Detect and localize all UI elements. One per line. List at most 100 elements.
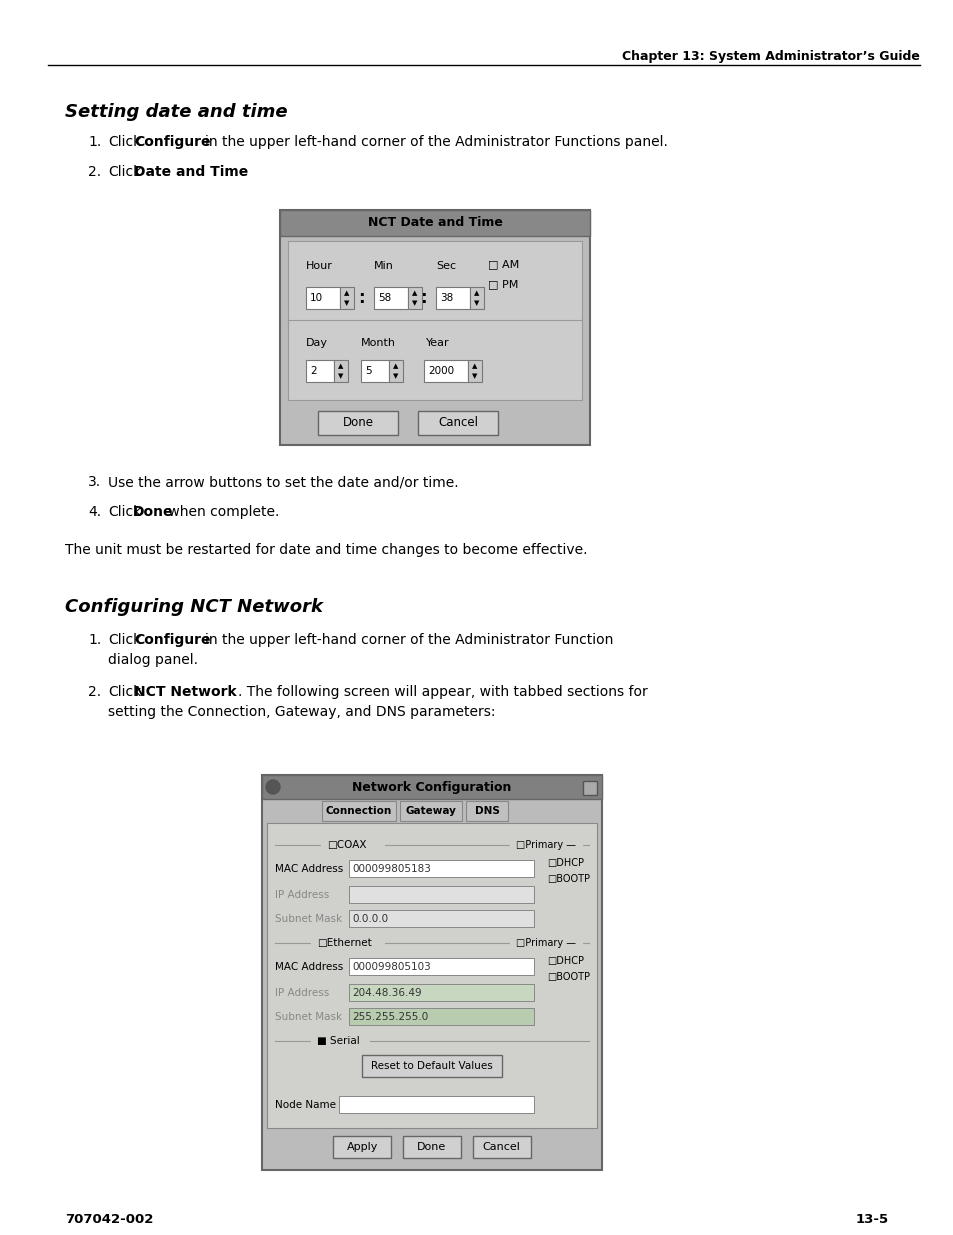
Bar — [306, 359, 334, 382]
Text: ▼: ▼ — [412, 300, 417, 306]
Text: □Ethernet: □Ethernet — [316, 939, 372, 948]
Text: Chapter 13: System Administrator’s Guide: Chapter 13: System Administrator’s Guide — [621, 49, 919, 63]
Text: 1.: 1. — [88, 634, 101, 647]
Bar — [288, 320, 581, 400]
Text: Done: Done — [416, 1142, 446, 1152]
Text: Setting date and time: Setting date and time — [65, 103, 287, 121]
Text: □DHCP: □DHCP — [546, 956, 583, 966]
Bar — [582, 781, 597, 795]
Bar — [339, 287, 354, 309]
Text: NCT Network: NCT Network — [133, 685, 236, 699]
Text: 5: 5 — [365, 366, 372, 375]
Bar — [472, 1136, 530, 1158]
Text: 255.255.255.0: 255.255.255.0 — [352, 1011, 428, 1021]
Bar — [288, 241, 581, 331]
Text: Year: Year — [426, 338, 449, 348]
Text: 2.: 2. — [88, 685, 101, 699]
Text: 1.: 1. — [88, 135, 101, 149]
Text: Configuring NCT Network: Configuring NCT Network — [65, 598, 323, 616]
Text: 10: 10 — [310, 293, 323, 303]
Text: Configure: Configure — [133, 634, 211, 647]
Bar — [417, 411, 497, 435]
Bar — [399, 802, 461, 821]
Text: ▼: ▼ — [472, 373, 477, 379]
Text: □Primary —: □Primary — — [516, 939, 576, 948]
Bar — [423, 359, 468, 382]
Text: □Primary —: □Primary — — [516, 840, 576, 850]
Bar — [349, 1008, 534, 1025]
Bar — [262, 776, 601, 1170]
Text: ▼: ▼ — [338, 373, 343, 379]
Text: Click: Click — [108, 505, 141, 519]
Text: Apply: Apply — [346, 1142, 377, 1152]
Text: Cancel: Cancel — [482, 1142, 520, 1152]
Bar — [267, 823, 597, 1128]
Text: Configure: Configure — [133, 135, 211, 149]
Text: Date and Time: Date and Time — [133, 165, 248, 179]
Text: when complete.: when complete. — [164, 505, 279, 519]
Text: dialog panel.: dialog panel. — [108, 653, 198, 667]
Text: Connection: Connection — [326, 806, 392, 816]
Bar — [333, 1136, 391, 1158]
Text: □ AM: □ AM — [488, 259, 518, 269]
Text: The unit must be restarted for date and time changes to become effective.: The unit must be restarted for date and … — [65, 543, 587, 557]
Text: . The following screen will appear, with tabbed sections for: . The following screen will appear, with… — [237, 685, 647, 699]
Bar — [280, 210, 589, 445]
Text: DNS: DNS — [474, 806, 499, 816]
Bar — [436, 287, 470, 309]
Text: □BOOTP: □BOOTP — [546, 972, 589, 982]
Text: Network Configuration: Network Configuration — [352, 781, 511, 794]
Circle shape — [266, 781, 280, 794]
Bar — [317, 411, 397, 435]
Text: Day: Day — [306, 338, 328, 348]
Text: Node Name: Node Name — [274, 1100, 335, 1110]
Text: NCT Date and Time: NCT Date and Time — [367, 216, 502, 230]
Text: 2: 2 — [310, 366, 316, 375]
Bar — [389, 359, 402, 382]
Text: 3.: 3. — [88, 475, 101, 489]
Text: □ PM: □ PM — [488, 279, 517, 289]
Bar — [349, 910, 534, 927]
Text: Done: Done — [132, 505, 173, 519]
Text: 13-5: 13-5 — [855, 1213, 888, 1226]
Text: ▲: ▲ — [472, 363, 477, 369]
Text: 38: 38 — [439, 293, 453, 303]
Text: ▼: ▼ — [344, 300, 350, 306]
Text: :: : — [357, 289, 364, 308]
Text: Subnet Mask: Subnet Mask — [274, 914, 342, 924]
Text: ▲: ▲ — [338, 363, 343, 369]
Text: IP Address: IP Address — [274, 988, 329, 998]
Bar — [262, 776, 601, 799]
Text: ■ Serial: ■ Serial — [316, 1036, 359, 1046]
Text: ▲: ▲ — [474, 290, 479, 296]
Text: Done: Done — [342, 416, 374, 430]
Text: Click: Click — [108, 165, 141, 179]
Bar — [349, 984, 534, 1002]
Text: □COAX: □COAX — [327, 840, 366, 850]
Text: ▲: ▲ — [344, 290, 350, 296]
Bar — [360, 359, 389, 382]
Text: 204.48.36.49: 204.48.36.49 — [352, 988, 421, 998]
Text: 58: 58 — [377, 293, 391, 303]
Text: Click: Click — [108, 135, 141, 149]
Text: MAC Address: MAC Address — [274, 962, 343, 972]
Text: Click: Click — [108, 685, 141, 699]
Bar — [306, 287, 339, 309]
Text: 2000: 2000 — [428, 366, 454, 375]
Bar — [349, 885, 534, 903]
Text: 0.0.0.0: 0.0.0.0 — [352, 914, 388, 924]
Text: □DHCP: □DHCP — [546, 858, 583, 868]
Text: Use the arrow buttons to set the date and/or time.: Use the arrow buttons to set the date an… — [108, 475, 458, 489]
Text: .: . — [241, 165, 245, 179]
Text: Cancel: Cancel — [437, 416, 477, 430]
Bar — [349, 860, 534, 877]
Text: Gateway: Gateway — [405, 806, 456, 816]
Text: Click: Click — [108, 634, 141, 647]
Text: in the upper left-hand corner of the Administrator Functions panel.: in the upper left-hand corner of the Adm… — [205, 135, 667, 149]
Text: 2.: 2. — [88, 165, 101, 179]
Text: Hour: Hour — [306, 261, 333, 270]
Text: Sec: Sec — [436, 261, 456, 270]
Text: ▼: ▼ — [393, 373, 398, 379]
Text: 4.: 4. — [88, 505, 101, 519]
Text: in the upper left-hand corner of the Administrator Function: in the upper left-hand corner of the Adm… — [205, 634, 613, 647]
